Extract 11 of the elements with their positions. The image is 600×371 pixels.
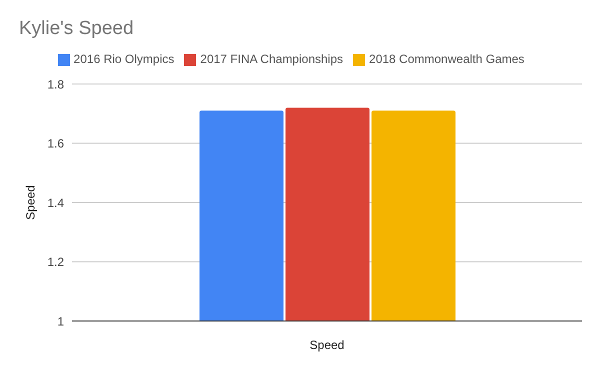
y-axis-title: Speed bbox=[23, 185, 38, 220]
y-tick-label: 1 bbox=[57, 314, 64, 328]
x-axis-title: Speed bbox=[310, 338, 344, 352]
y-tick-label: 1.8 bbox=[47, 77, 64, 92]
y-tick-label: 1.4 bbox=[47, 196, 64, 210]
legend-label: 2016 Rio Olympics bbox=[74, 52, 174, 66]
y-tick-label: 1.6 bbox=[47, 136, 64, 151]
legend-label: 2018 Commonwealth Games bbox=[369, 52, 524, 66]
legend-label: 2017 FINA Championships bbox=[200, 52, 344, 66]
chart-title: Kylie's Speed bbox=[19, 18, 134, 40]
y-tick-label: 1.2 bbox=[47, 255, 64, 270]
